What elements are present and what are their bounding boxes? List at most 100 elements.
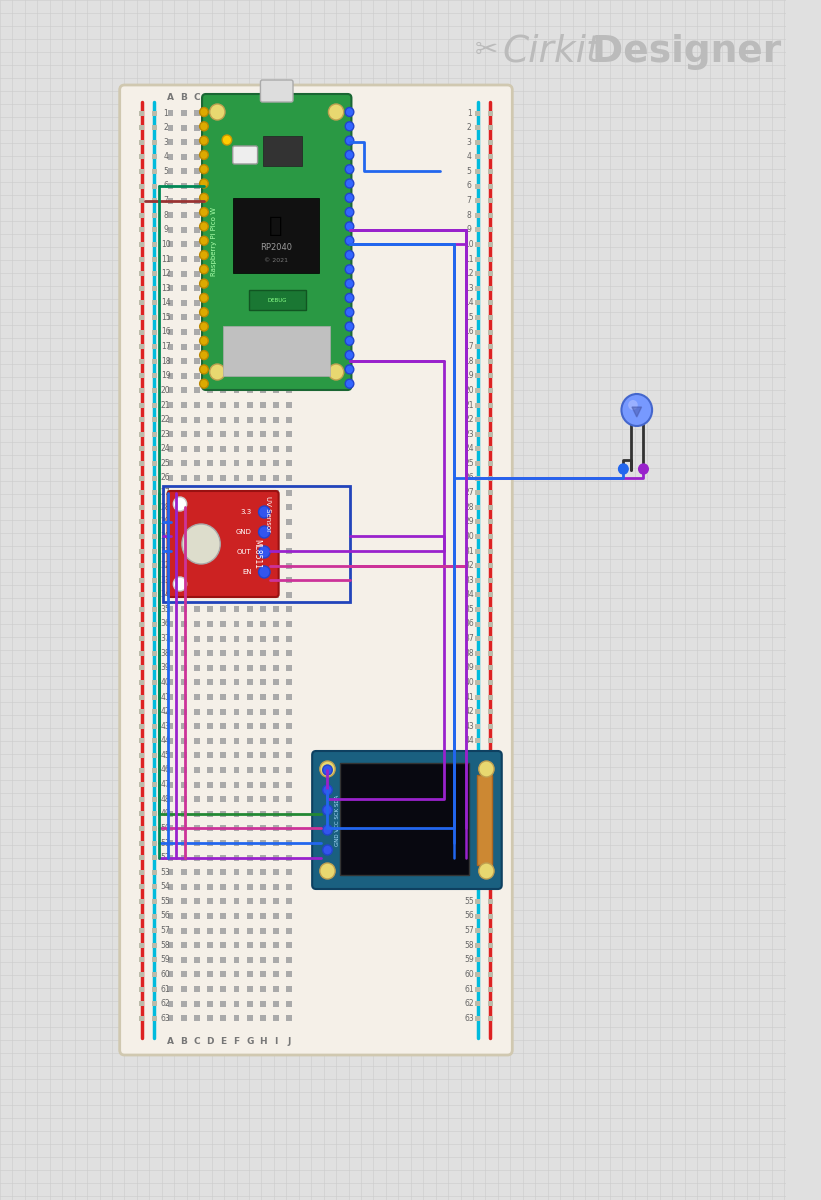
Bar (220, 343, 226, 349)
Bar (220, 270, 226, 276)
Bar (167, 840, 173, 846)
Circle shape (323, 805, 333, 815)
Bar (220, 402, 226, 408)
Bar (152, 373, 157, 378)
Bar (167, 869, 173, 875)
Bar (220, 461, 226, 467)
Bar (152, 943, 157, 948)
Bar (220, 431, 226, 437)
Bar (152, 636, 157, 641)
Circle shape (173, 497, 186, 511)
Bar (287, 592, 292, 598)
Text: 28: 28 (161, 503, 171, 511)
FancyBboxPatch shape (167, 491, 278, 596)
Bar (181, 110, 186, 116)
Bar (220, 314, 226, 320)
FancyBboxPatch shape (312, 751, 502, 889)
Bar (152, 432, 157, 437)
Bar (234, 286, 240, 292)
Bar (152, 665, 157, 671)
Bar (181, 781, 186, 787)
Bar (207, 899, 213, 905)
Bar (287, 490, 292, 496)
Text: 55: 55 (465, 896, 474, 906)
Text: 2: 2 (467, 124, 471, 132)
Bar (220, 416, 226, 422)
Text: Cirkit: Cirkit (502, 34, 602, 70)
Text: 56: 56 (161, 912, 171, 920)
Text: C: C (194, 94, 200, 102)
Bar (247, 329, 253, 335)
Bar (152, 724, 157, 728)
Bar (273, 883, 279, 889)
Bar (181, 738, 186, 744)
Bar (488, 680, 493, 685)
Bar (152, 709, 157, 714)
Bar (260, 781, 266, 787)
Bar (152, 330, 157, 335)
Bar (247, 475, 253, 481)
Bar (167, 504, 173, 510)
Circle shape (479, 863, 494, 878)
Bar (488, 227, 493, 233)
Text: 61: 61 (465, 984, 474, 994)
Bar (194, 826, 200, 832)
Text: GND: GND (236, 529, 252, 535)
Bar (140, 388, 144, 392)
Bar (152, 548, 157, 553)
Text: 42: 42 (465, 707, 474, 716)
Bar (152, 563, 157, 568)
Bar (194, 475, 200, 481)
Bar (220, 679, 226, 685)
Bar (475, 184, 480, 188)
Bar (475, 461, 480, 466)
Bar (181, 416, 186, 422)
Text: 34: 34 (465, 590, 474, 599)
Bar (475, 271, 480, 276)
Bar (181, 431, 186, 437)
Bar (152, 475, 157, 480)
Bar (287, 475, 292, 481)
Bar (287, 826, 292, 832)
Bar (140, 870, 144, 875)
Bar (152, 752, 157, 758)
Bar (140, 198, 144, 203)
Bar (234, 797, 240, 802)
Bar (247, 182, 253, 188)
Bar (287, 797, 292, 802)
Text: 32: 32 (161, 562, 171, 570)
Bar (475, 768, 480, 773)
Bar (234, 869, 240, 875)
Bar (287, 708, 292, 714)
Bar (167, 752, 173, 758)
Bar (181, 928, 186, 934)
Bar (475, 563, 480, 568)
Bar (475, 811, 480, 816)
Bar (273, 752, 279, 758)
Bar (140, 475, 144, 480)
Bar (273, 986, 279, 992)
Circle shape (345, 236, 354, 245)
Bar (220, 650, 226, 656)
Bar (220, 1001, 226, 1007)
Bar (287, 854, 292, 860)
Bar (181, 445, 186, 451)
Text: I: I (274, 94, 277, 102)
Circle shape (323, 826, 333, 835)
Bar (181, 972, 186, 977)
Bar (247, 738, 253, 744)
Bar (140, 563, 144, 568)
Bar (140, 155, 144, 160)
Bar (475, 505, 480, 510)
Text: D: D (206, 1038, 213, 1046)
Bar (220, 256, 226, 262)
Bar (194, 883, 200, 889)
Bar (207, 518, 213, 524)
Bar (181, 256, 186, 262)
Bar (488, 577, 493, 583)
Bar (234, 300, 240, 306)
Bar (207, 1001, 213, 1007)
Text: 37: 37 (161, 634, 171, 643)
Circle shape (200, 265, 209, 274)
Bar (488, 870, 493, 875)
